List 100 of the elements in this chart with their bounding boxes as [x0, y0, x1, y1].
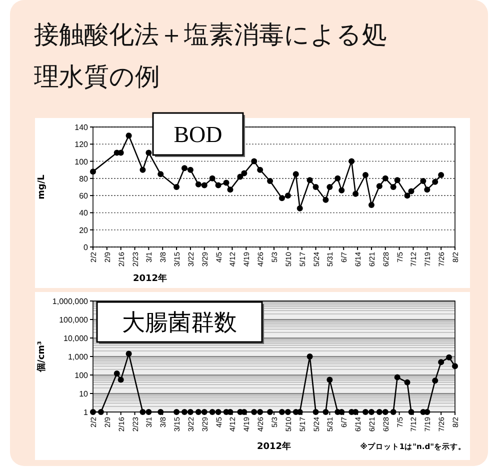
- point: [408, 409, 414, 415]
- point: [312, 184, 319, 190]
- point: [195, 181, 202, 188]
- point: [146, 150, 152, 156]
- point: [432, 378, 438, 384]
- point: [257, 409, 264, 415]
- y-axis-title: mg/L: [37, 174, 47, 200]
- point: [404, 379, 410, 386]
- point: [90, 168, 96, 175]
- y-tick-label: 0: [84, 243, 89, 252]
- point: [432, 178, 438, 185]
- point: [326, 376, 333, 383]
- point: [227, 186, 234, 193]
- point: [292, 171, 299, 178]
- point: [326, 184, 333, 190]
- point: [348, 158, 355, 164]
- point: [424, 186, 430, 193]
- point: [181, 409, 188, 415]
- point: [158, 171, 164, 178]
- point: [446, 354, 452, 360]
- point: [251, 409, 258, 415]
- point: [284, 409, 291, 415]
- point: [312, 409, 319, 415]
- chart-title: 大腸菌群数: [122, 310, 237, 335]
- y-tick-label: 20: [79, 226, 89, 235]
- point: [438, 359, 444, 366]
- point: [390, 409, 396, 415]
- point: [126, 350, 132, 357]
- point: [278, 195, 285, 202]
- point: [187, 166, 194, 173]
- point: [209, 175, 216, 182]
- x-axis-title: 2012年: [132, 273, 168, 284]
- point: [174, 409, 180, 415]
- y-tick-label: 100: [74, 157, 89, 166]
- chart-title: BOD: [174, 122, 222, 147]
- point: [267, 178, 274, 184]
- y-tick-label: 100,000: [59, 316, 89, 324]
- point: [382, 175, 388, 182]
- point: [209, 409, 216, 415]
- point: [284, 192, 291, 199]
- point: [114, 370, 120, 377]
- y-tick-label: 40: [79, 208, 89, 218]
- y-tick-label: 80: [79, 174, 89, 184]
- point: [322, 409, 329, 415]
- point: [420, 178, 426, 184]
- point: [140, 409, 146, 415]
- point: [223, 180, 230, 186]
- text: 接触酸化法＋塩素消毒による処理水質の例: [34, 19, 388, 93]
- y-tick-label: 140: [74, 123, 89, 132]
- point: [118, 376, 124, 383]
- y-tick-label: 10,000: [64, 334, 89, 343]
- point: [368, 202, 374, 208]
- point: [404, 192, 410, 199]
- y-tick-label: 10: [79, 390, 89, 398]
- point: [394, 374, 400, 380]
- point: [278, 409, 285, 415]
- point: [174, 184, 180, 190]
- point: [394, 177, 400, 184]
- y-tick-label: 120: [74, 140, 89, 150]
- y-tick-label: 1: [84, 408, 89, 417]
- point: [382, 409, 388, 415]
- point: [438, 172, 444, 178]
- point: [452, 363, 458, 370]
- point: [390, 184, 396, 190]
- point: [140, 166, 146, 173]
- point: [201, 409, 208, 415]
- point: [306, 354, 313, 360]
- point: [98, 409, 104, 415]
- point: [322, 196, 329, 203]
- point: [362, 172, 368, 178]
- point: [338, 187, 345, 194]
- point: [181, 165, 188, 172]
- point: [296, 205, 303, 212]
- y-tick-label: 1,000,000: [52, 297, 89, 306]
- point: [187, 409, 194, 415]
- point: [376, 409, 382, 415]
- point: [352, 190, 359, 197]
- y-axis-title: 個/cm³: [36, 340, 47, 373]
- point: [215, 182, 222, 188]
- point: [376, 183, 382, 190]
- point: [241, 170, 248, 176]
- point: [201, 182, 208, 188]
- point: [126, 132, 132, 139]
- point: [195, 409, 202, 415]
- y-tick-label: 60: [79, 192, 89, 201]
- point: [362, 409, 368, 415]
- point: [257, 166, 264, 173]
- point: [237, 174, 244, 180]
- point: [306, 177, 313, 184]
- point: [146, 409, 152, 415]
- y-tick-label: 100: [74, 371, 89, 380]
- point: [408, 188, 414, 194]
- point: [334, 175, 341, 182]
- point: [251, 158, 258, 164]
- point: [215, 409, 222, 415]
- point: [267, 409, 274, 415]
- x-axis-title: 2012年: [256, 441, 292, 452]
- y-tick-label: 1,000: [68, 352, 89, 362]
- point: [158, 409, 164, 415]
- point: [368, 409, 374, 415]
